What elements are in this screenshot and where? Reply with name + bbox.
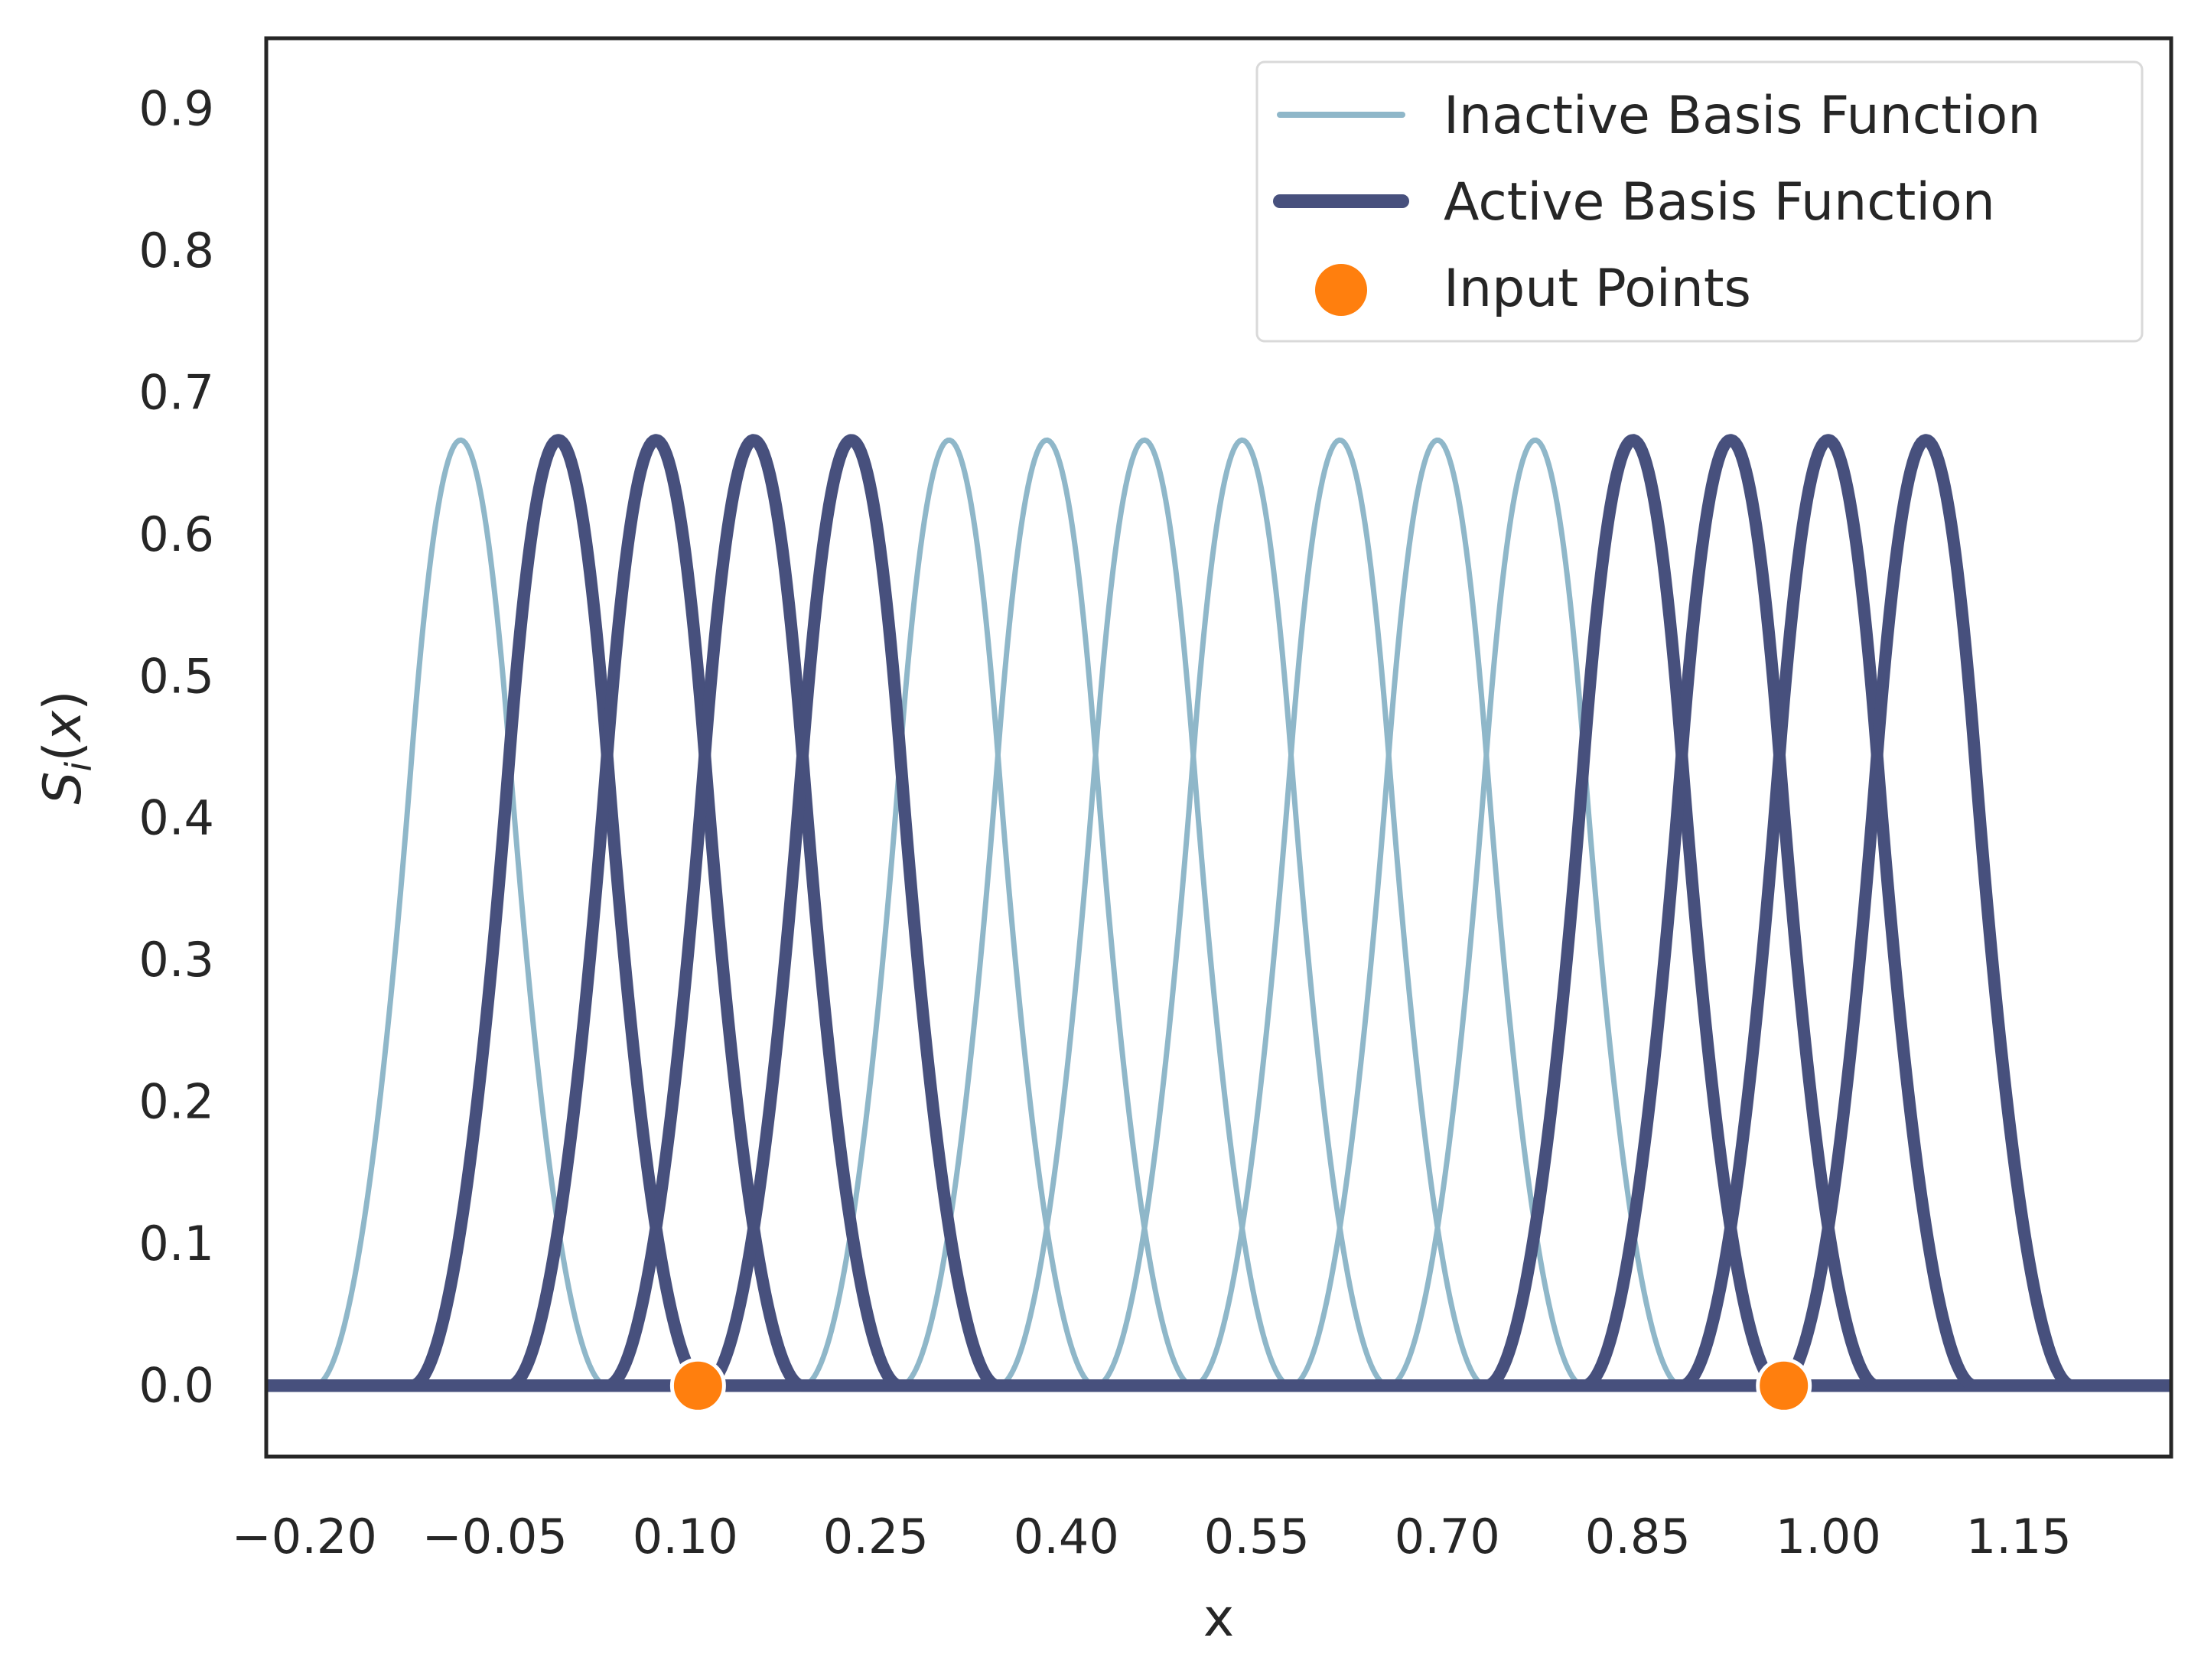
y-tick-label: 0.5 (138, 648, 214, 704)
legend-points-marker (1315, 264, 1367, 316)
x-axis-label: x (1203, 1588, 1234, 1649)
y-tick-label: 0.6 (138, 506, 214, 562)
x-axis-ticks: −0.20 −0.05 0.10 0.25 0.40 0.55 0.70 0.85 1.00 1.… (232, 1509, 2072, 1564)
x-tick-label: 0.85 (1585, 1509, 1691, 1564)
y-tick-label: 0.2 (138, 1074, 214, 1130)
y-tick-label: 0.1 (138, 1216, 214, 1271)
legend-inactive-label: Inactive Basis Function (1444, 86, 2040, 146)
x-tick-label: 0.40 (1014, 1509, 1119, 1564)
x-tick-label: 1.00 (1776, 1509, 1881, 1564)
y-tick-label: 0.0 (138, 1357, 214, 1413)
y-tick-label: 0.9 (138, 81, 214, 137)
x-tick-label: 0.25 (823, 1509, 929, 1564)
y-axis-label: Si(x) (33, 690, 99, 804)
legend: Inactive Basis Function Active Basis Fun… (1255, 60, 2144, 343)
y-tick-label: 0.8 (138, 223, 214, 278)
basis-curves (266, 434, 2171, 1392)
input-points (669, 1357, 1812, 1414)
x-tick-label: 0.70 (1395, 1509, 1500, 1564)
input-point (1756, 1357, 1812, 1414)
x-tick-label: −0.20 (232, 1509, 377, 1564)
active-basis-curve (266, 434, 2171, 1392)
y-tick-label: 0.7 (138, 365, 214, 421)
input-point (669, 1357, 726, 1414)
legend-points-label: Input Points (1444, 259, 1751, 319)
y-tick-label: 0.4 (138, 790, 214, 846)
legend-active-label: Active Basis Function (1444, 172, 1995, 233)
x-tick-label: 0.55 (1204, 1509, 1310, 1564)
x-tick-label: 1.15 (1966, 1509, 2072, 1564)
x-tick-label: −0.05 (422, 1509, 568, 1564)
x-tick-label: 0.10 (633, 1509, 738, 1564)
legend-frame (1255, 60, 2144, 343)
plot-frame (264, 36, 2173, 1459)
y-tick-label: 0.3 (138, 932, 214, 988)
y-axis-ticks: 0.0 0.1 0.2 0.3 0.4 0.5 0.6 0.7 0.8 0.9 (138, 81, 214, 1414)
